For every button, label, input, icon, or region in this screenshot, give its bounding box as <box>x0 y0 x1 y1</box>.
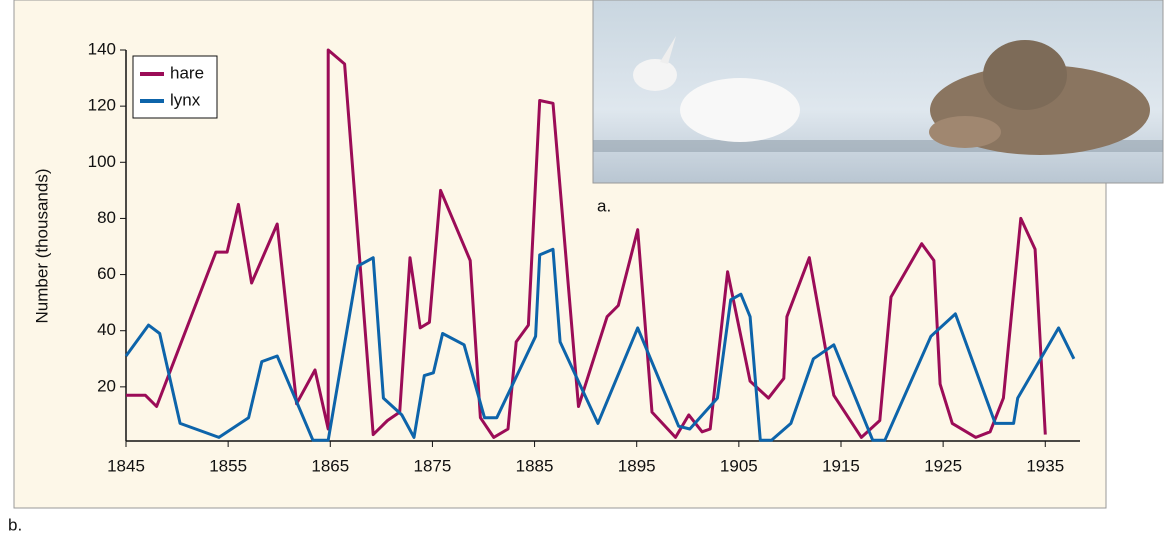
x-tick-label: 1855 <box>209 456 247 475</box>
photo-label: a. <box>597 196 611 215</box>
y-tick-label: 80 <box>97 208 116 227</box>
legend-label: lynx <box>170 90 201 109</box>
y-tick-label: 40 <box>97 320 116 339</box>
photo <box>593 0 1163 183</box>
x-tick-label: 1905 <box>720 456 758 475</box>
y-tick-label: 140 <box>88 39 116 58</box>
y-tick-label: 100 <box>88 152 116 171</box>
page: a. b. Number (thousands) 20 40 60 80 100 120 1… <box>0 0 1166 535</box>
x-tick-label: 1885 <box>516 456 554 475</box>
figure: a. b. Number (thousands) 20 40 60 80 100 120 1… <box>0 0 1166 535</box>
y-tick-label: 60 <box>97 264 116 283</box>
y-tick-label: 120 <box>88 96 116 115</box>
lynx-head <box>983 40 1067 110</box>
x-tick-label: 1845 <box>107 456 145 475</box>
hare-head <box>633 59 677 91</box>
x-tick-label: 1935 <box>1026 456 1064 475</box>
x-tick-label: 1925 <box>924 456 962 475</box>
x-tick-label: 1915 <box>822 456 860 475</box>
y-axis-label: Number (thousands) <box>32 169 51 324</box>
x-tick-label: 1875 <box>414 456 452 475</box>
panel-label: b. <box>8 515 22 534</box>
y-tick-label: 20 <box>97 376 116 395</box>
x-tick-label: 1895 <box>618 456 656 475</box>
x-tick-label: 1865 <box>311 456 349 475</box>
legend-label: hare <box>170 63 204 82</box>
legend: hare lynx <box>133 56 217 118</box>
hare-body <box>680 78 800 142</box>
lynx-paw <box>929 116 1001 148</box>
